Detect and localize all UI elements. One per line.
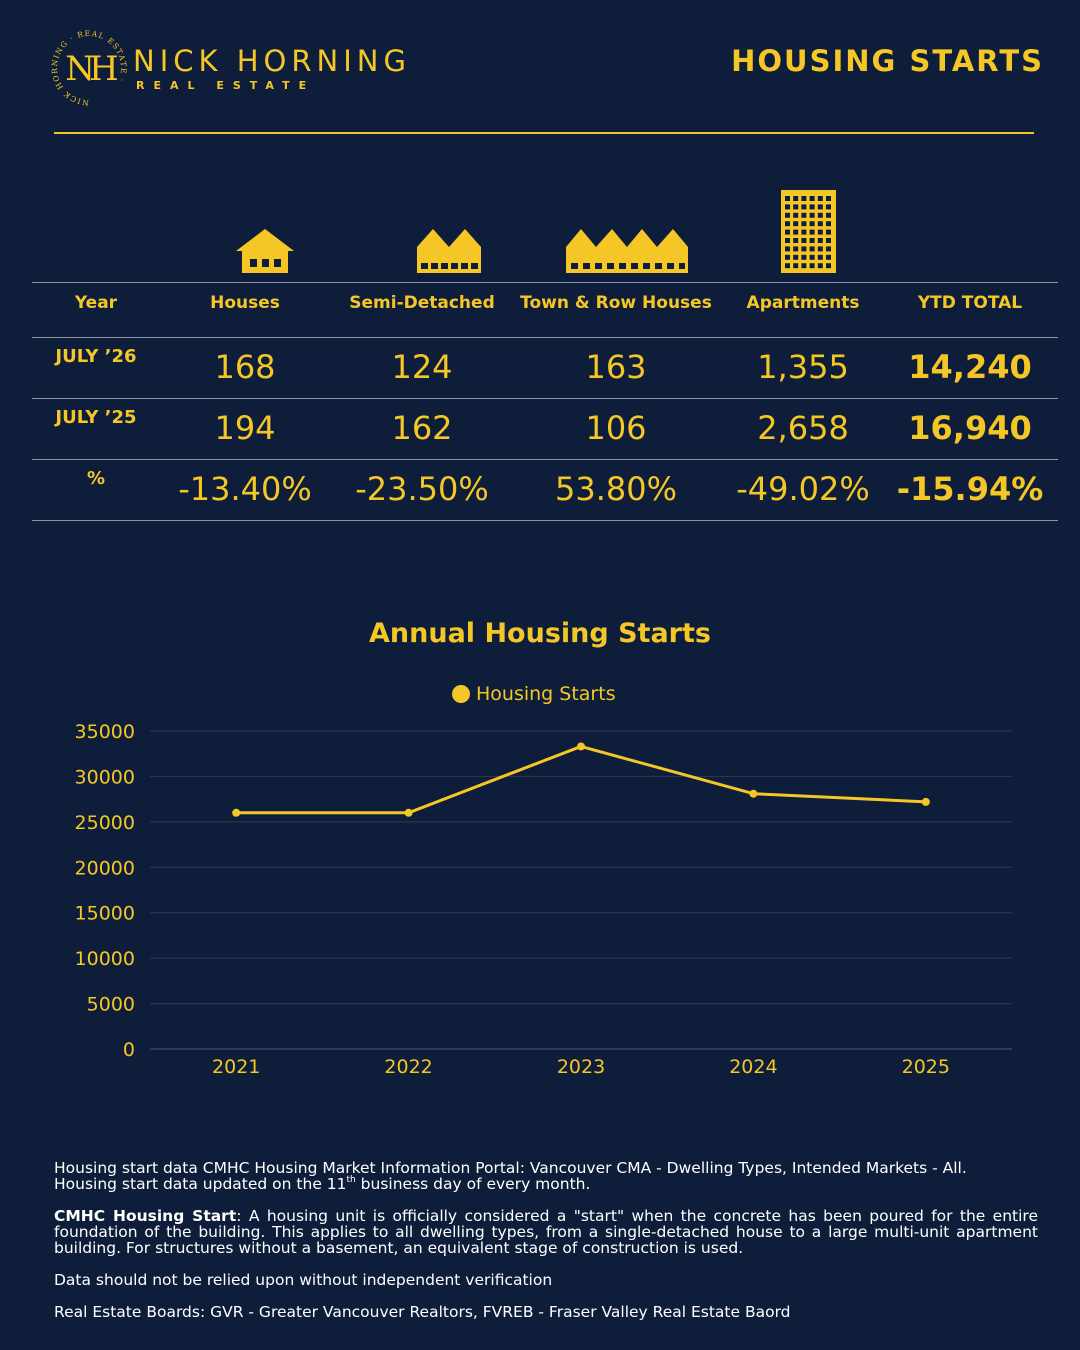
x-tick-label: 2025 (902, 1056, 950, 1078)
y-tick-label: 35000 (75, 721, 135, 743)
column-header-houses: Houses (210, 293, 280, 313)
row-label: JULY ’25 (55, 407, 137, 428)
y-tick-label: 0 (123, 1039, 135, 1061)
update-note-end: business day of every month. (355, 1175, 591, 1193)
data-point (232, 808, 241, 817)
table-cell: 1,355 (757, 348, 849, 386)
row-label: % (86, 468, 106, 489)
logo-initials: NH (65, 49, 117, 89)
y-tick-label: 20000 (75, 857, 135, 879)
table-cell-total: -15.94% (896, 470, 1044, 508)
footer-notes: Housing start data CMHC Housing Market I… (54, 1160, 1038, 1320)
chart-title: Annual Housing Starts (369, 618, 711, 649)
column-header-town-row-houses: Town & Row Houses (520, 293, 712, 313)
table-header-row: Year Houses Semi-Detached Town & Row Hou… (32, 282, 1058, 337)
y-tick-label: 15000 (75, 903, 135, 925)
table-cell: 163 (585, 348, 647, 386)
column-header-semi-detached: Semi-Detached (349, 293, 495, 313)
brand-logo: NICK HORNING · REAL ESTATE · NH (50, 29, 127, 107)
legend-marker (452, 685, 470, 703)
definition-text: : A housing unit is officially considere… (54, 1207, 1038, 1257)
legend-label: Housing Starts (476, 683, 616, 705)
y-tick-label: 25000 (75, 812, 135, 834)
table-cell: 124 (391, 348, 453, 386)
house-icon (236, 229, 294, 273)
table-row: JULY ’25 194 162 106 2,658 16,940 (32, 398, 1058, 459)
semi-detached-icon (417, 229, 481, 273)
page-title: HOUSING STARTS (731, 44, 1044, 78)
column-header-year: Year (74, 293, 118, 313)
chart-legend: Housing Starts (452, 683, 616, 707)
data-point (921, 797, 930, 806)
disclaimer: Data should not be relied upon without i… (54, 1271, 553, 1289)
x-tick-label: 2024 (729, 1056, 777, 1078)
townhouse-row-icon (566, 229, 688, 273)
table-row: JULY ’26 168 124 163 1,355 14,240 (32, 337, 1058, 398)
row-label: JULY ’26 (55, 346, 137, 367)
real-estate-boards-note: Real Estate Boards: GVR - Greater Vancou… (54, 1303, 791, 1321)
table-cell: 106 (585, 409, 647, 447)
table-cell: -13.40% (178, 470, 312, 508)
source-note: Housing start data CMHC Housing Market I… (54, 1159, 967, 1177)
x-tick-label: 2023 (557, 1056, 605, 1078)
table-cell: 194 (214, 409, 276, 447)
table-cell-total: 14,240 (908, 348, 1032, 386)
data-point (404, 808, 413, 817)
table-cell: 168 (214, 348, 276, 386)
brand-name: NICK HORNING (133, 44, 411, 78)
update-note-suffix: th (346, 1175, 356, 1185)
data-point (749, 789, 758, 798)
table-cell: -49.02% (736, 470, 870, 508)
y-tick-label: 10000 (75, 948, 135, 970)
housing-starts-table: Year Houses Semi-Detached Town & Row Hou… (32, 282, 1058, 521)
header-divider (54, 132, 1034, 134)
brand-subtitle: REAL ESTATE (136, 79, 316, 92)
series-line (236, 744, 926, 815)
table-cell: -23.50% (355, 470, 489, 508)
table-cell-total: 16,940 (908, 409, 1032, 447)
apartment-building-icon (781, 190, 836, 273)
table-row: % -13.40% -23.50% 53.80% -49.02% -15.94% (32, 459, 1058, 521)
y-tick-label: 30000 (75, 766, 135, 788)
column-header-ytd-total: YTD TOTAL (917, 293, 1023, 313)
x-tick-label: 2022 (384, 1056, 432, 1078)
update-note: Housing start data updated on the 11 (54, 1175, 347, 1193)
data-point (577, 742, 585, 751)
table-cell: 53.80% (554, 470, 677, 508)
column-header-apartments: Apartments (746, 293, 860, 313)
definition-title: CMHC Housing Start (54, 1207, 237, 1225)
y-tick-label: 5000 (87, 994, 135, 1016)
table-cell: 162 (391, 409, 453, 447)
table-cell: 2,658 (757, 409, 849, 447)
x-tick-label: 2021 (212, 1056, 260, 1078)
line-chart: 0 5000 10000 15000 20000 25000 30000 35000 2021 2… (75, 721, 1012, 1078)
